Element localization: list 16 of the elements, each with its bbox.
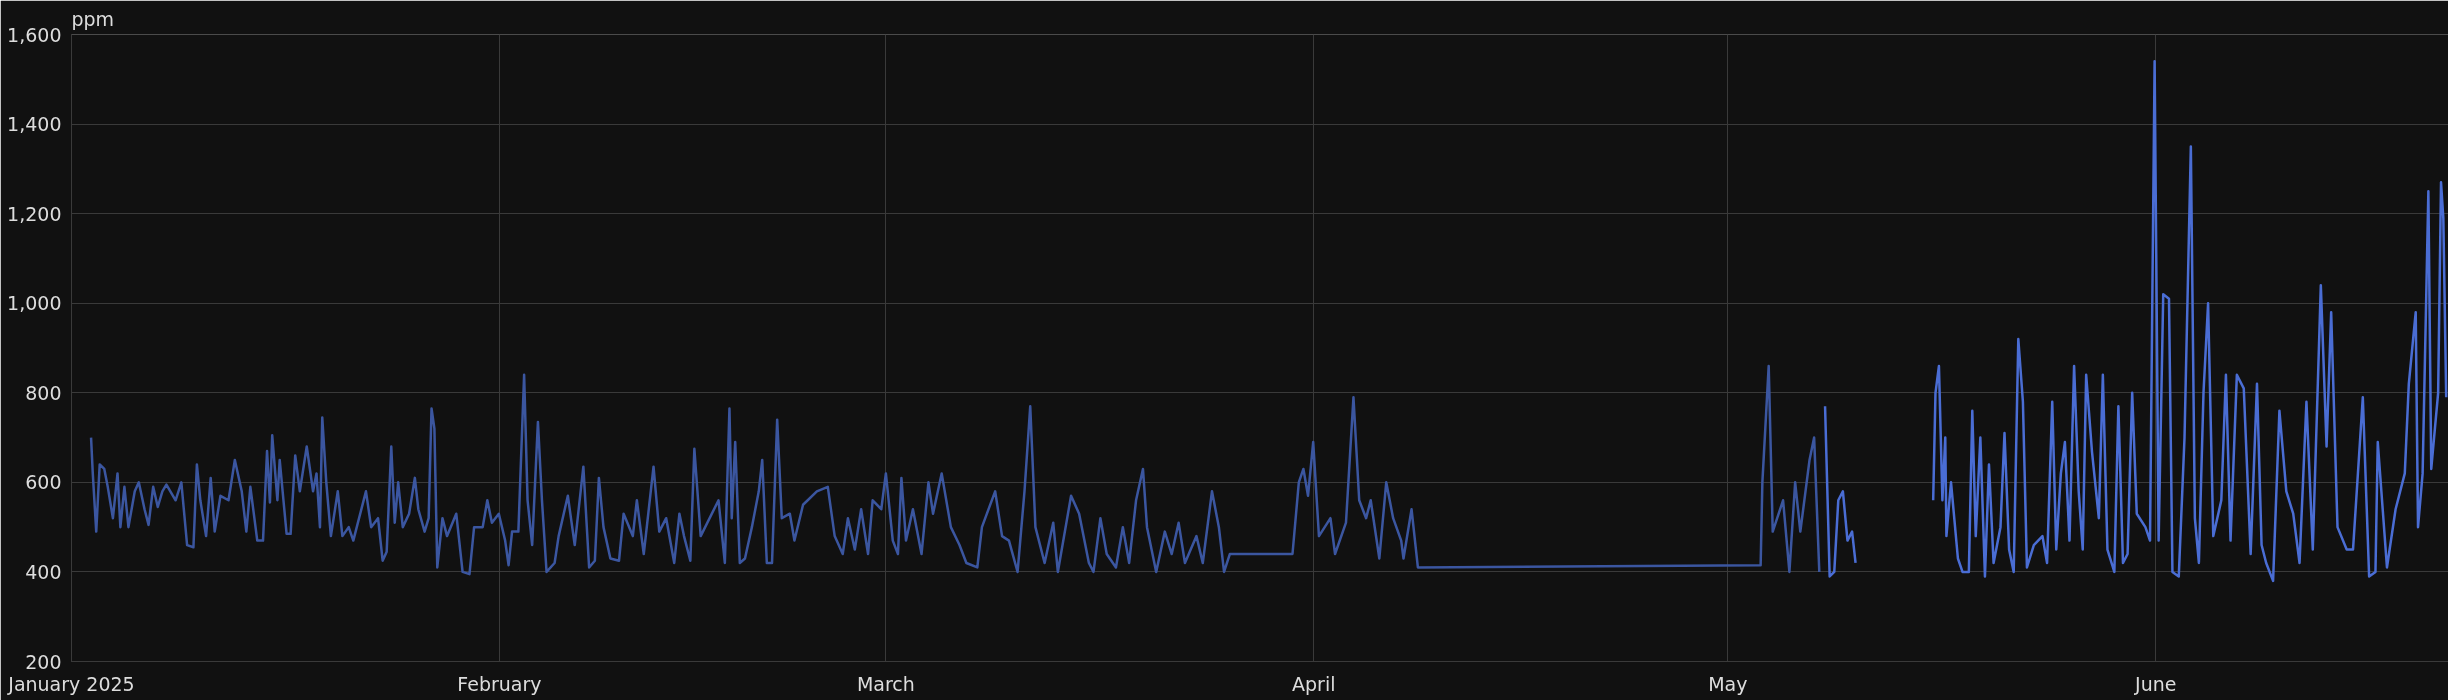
line-series [89,364,1821,576]
y-tick-label: 1,000 [7,292,62,315]
x-tick-label: June [2134,672,2177,695]
x-tick-label: May [1708,672,1748,695]
y-tick-label: 200 [25,650,62,673]
x-tick-label: January 2025 [7,672,135,695]
y-tick-label: 400 [25,560,62,583]
x-tick-label: April [1292,672,1336,695]
y-tick-label: 1,400 [7,113,62,136]
y-tick-label: 800 [25,381,62,404]
y-tick-label: 600 [25,471,62,494]
y-tick-label: 1,600 [7,23,62,46]
x-tick-label: February [457,672,542,695]
x-tick-label: March [856,672,915,695]
y-axis-title: ppm [71,7,115,30]
y-tick-label: 1,200 [7,202,62,225]
